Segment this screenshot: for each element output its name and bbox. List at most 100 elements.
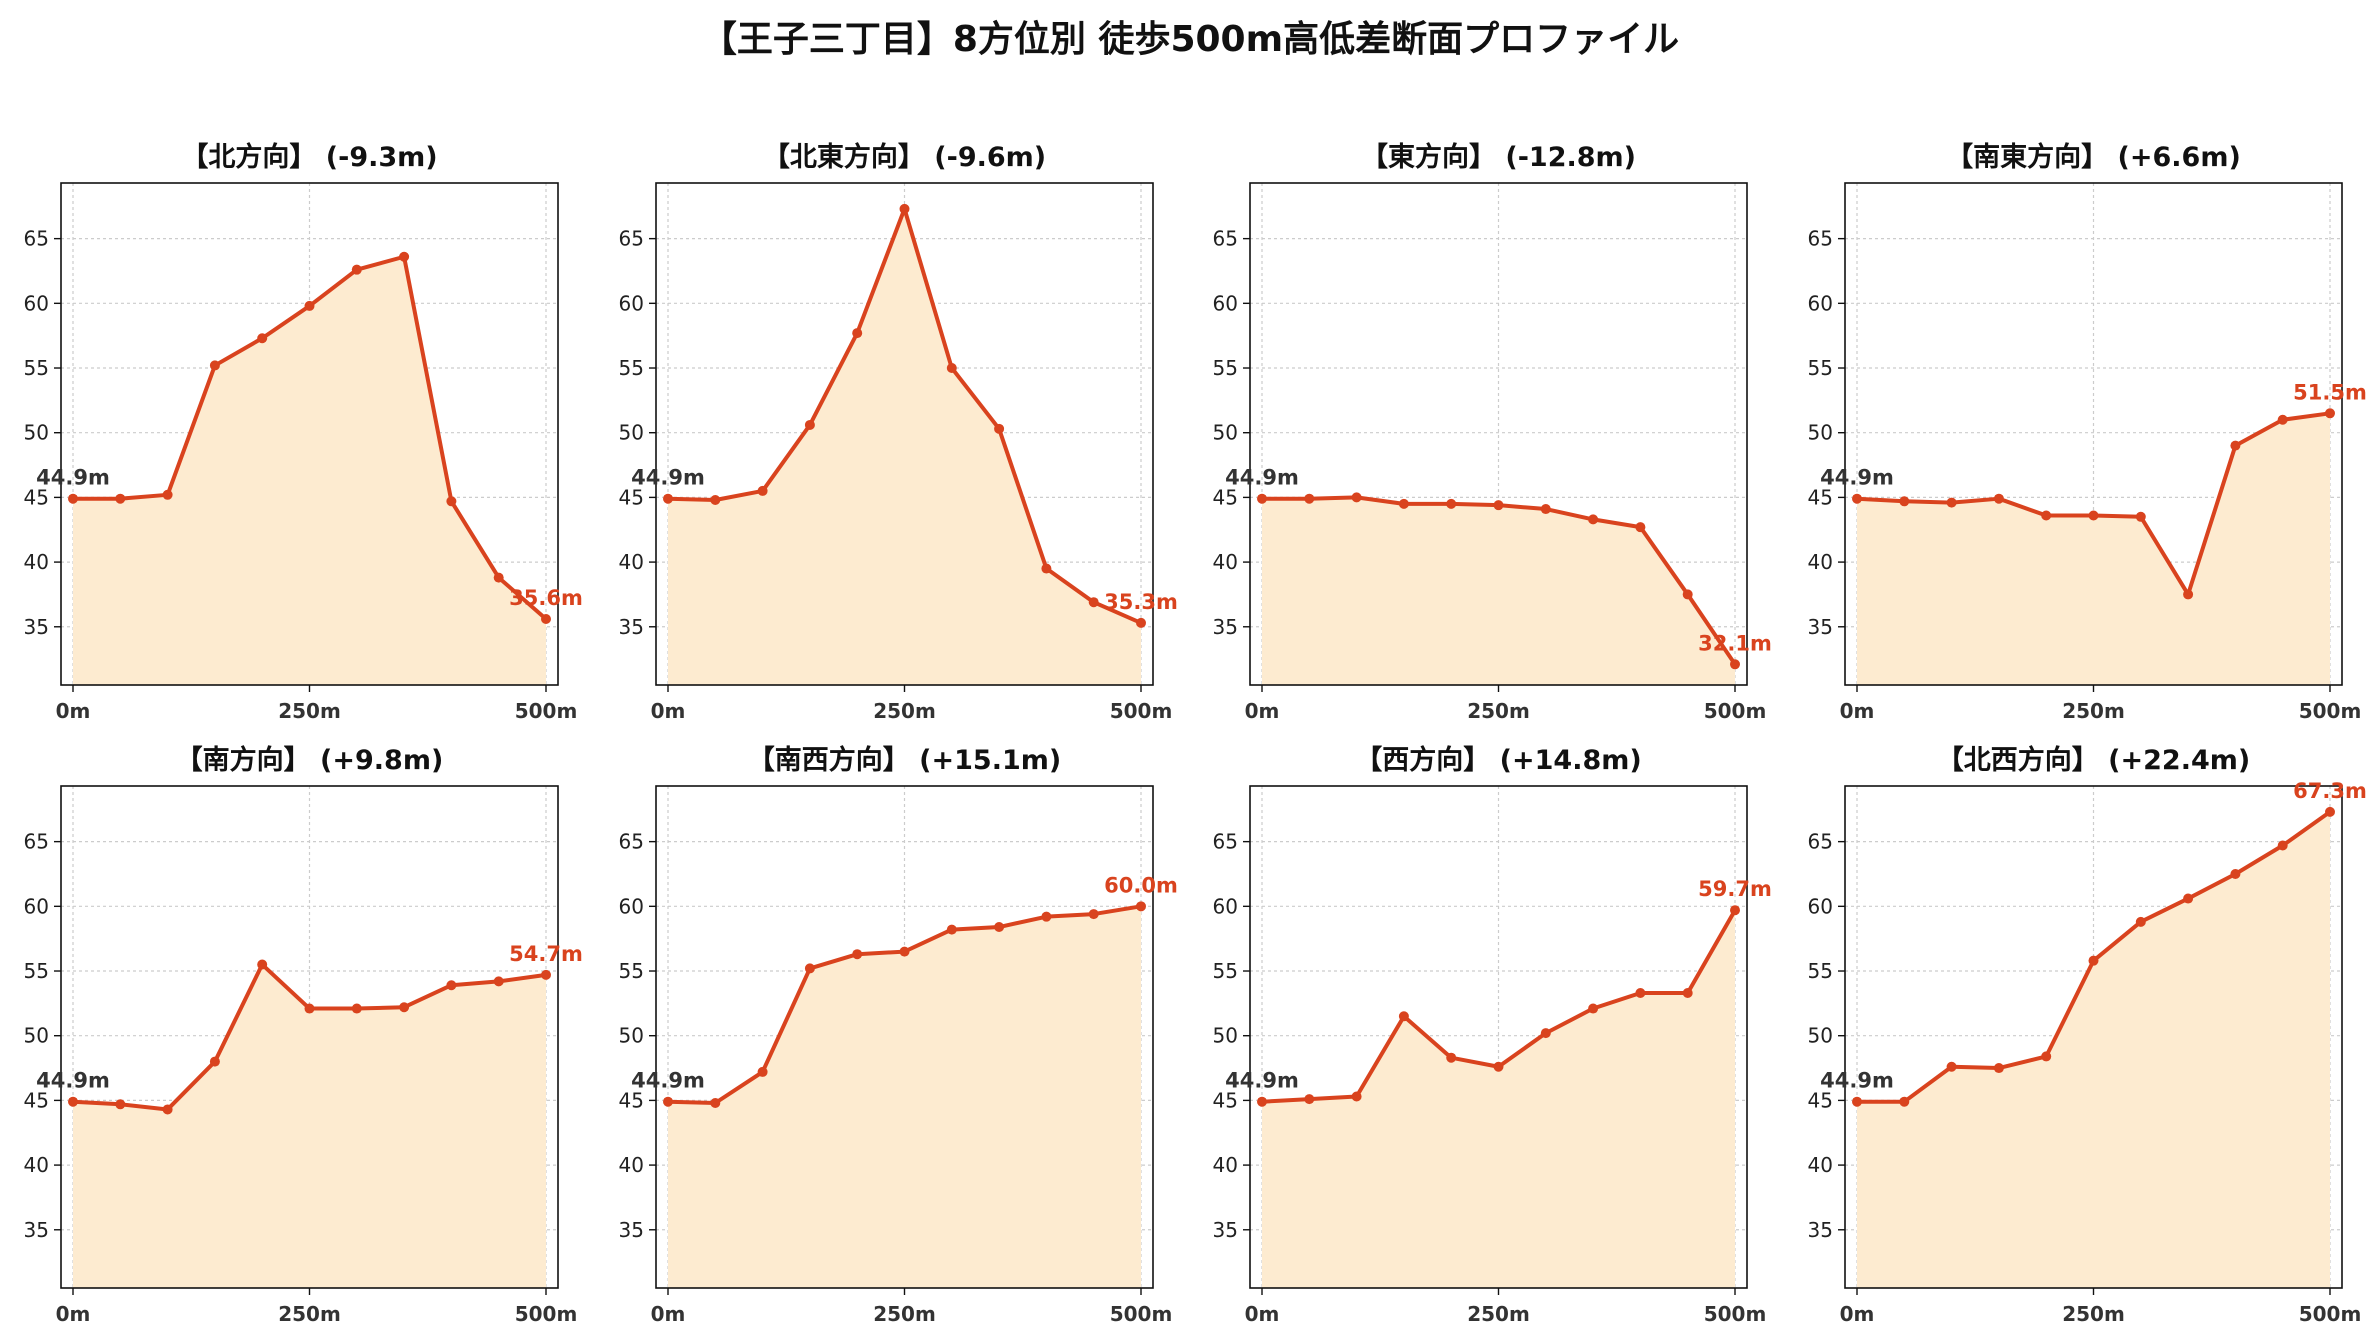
data-point — [1899, 496, 1910, 507]
x-tick-label: 0m — [56, 699, 91, 723]
chart-panel-7: 【北西方向】 (+22.4m) 35 40 45 50 55 60 65 0m 250m 500m 4… — [1808, 744, 2367, 1326]
data-point — [1588, 514, 1599, 525]
y-tick-label: 45 — [24, 1088, 49, 1112]
data-point — [399, 1002, 410, 1013]
y-tick-label: 60 — [619, 291, 644, 315]
y-tick-label: 45 — [24, 485, 49, 509]
x-tick-label: 0m — [1840, 1302, 1875, 1326]
data-point — [1257, 493, 1267, 504]
x-tick-label: 500m — [2299, 699, 2362, 723]
x-tick-label: 250m — [278, 699, 341, 723]
y-tick-label: 35 — [1808, 615, 1833, 639]
data-point — [1446, 1052, 1457, 1063]
end-value-label: 59.7m — [1698, 877, 1772, 901]
data-point — [257, 333, 268, 344]
start-value-label: 44.9m — [36, 466, 110, 490]
y-tick-label: 60 — [619, 894, 644, 918]
data-point — [1588, 1003, 1599, 1014]
y-tick-label: 60 — [1213, 291, 1238, 315]
end-value-label: 35.6m — [509, 586, 583, 610]
y-tick-label: 40 — [1213, 1153, 1238, 1177]
panel-title: 【東方向】 (-12.8m) — [1361, 141, 1636, 173]
elevation-area — [73, 964, 546, 1288]
y-tick-label: 40 — [1808, 1153, 1833, 1177]
data-point — [1398, 498, 1409, 509]
y-tick-label: 40 — [1213, 550, 1238, 574]
x-tick-label: 250m — [2062, 699, 2125, 723]
data-point — [399, 251, 410, 262]
data-point — [2135, 916, 2146, 927]
end-value-label: 60.0m — [1104, 873, 1178, 897]
data-point — [994, 922, 1005, 933]
y-tick-label: 40 — [619, 550, 644, 574]
y-tick-label: 45 — [1808, 1088, 1833, 1112]
data-point — [2183, 589, 2194, 600]
y-tick-label: 65 — [1808, 830, 1833, 854]
y-tick-label: 50 — [1213, 1024, 1238, 1048]
y-tick-label: 55 — [619, 356, 644, 380]
data-point — [1136, 617, 1146, 628]
data-point — [1730, 659, 1740, 670]
figure-title: 【王子三丁目】8方位別 徒歩500m高低差断面プロファイル — [700, 19, 1680, 60]
x-tick-label: 0m — [651, 699, 686, 723]
x-tick-label: 250m — [278, 1302, 341, 1326]
y-tick-label: 60 — [1213, 894, 1238, 918]
data-point — [1136, 901, 1146, 912]
data-point — [2230, 868, 2241, 879]
y-tick-label: 40 — [619, 1153, 644, 1177]
data-point — [946, 924, 957, 935]
panel-title: 【北西方向】 (+22.4m) — [1937, 744, 2250, 776]
y-tick-label: 50 — [1213, 421, 1238, 445]
data-point — [351, 264, 362, 275]
y-tick-label: 45 — [1213, 1088, 1238, 1112]
y-tick-label: 60 — [1808, 291, 1833, 315]
data-point — [1730, 905, 1740, 916]
data-point — [1946, 1061, 1957, 1072]
x-tick-label: 500m — [1704, 1302, 1767, 1326]
data-point — [304, 300, 315, 311]
data-point — [2325, 408, 2335, 419]
y-tick-label: 35 — [619, 615, 644, 639]
data-point — [162, 489, 173, 500]
data-point — [1351, 1091, 1362, 1102]
elevation-area — [1857, 811, 2330, 1288]
elevation-area — [1262, 497, 1735, 685]
panel-title: 【南東方向】 (+6.6m) — [1946, 141, 2241, 173]
y-tick-label: 50 — [1808, 421, 1833, 445]
y-tick-label: 35 — [1213, 615, 1238, 639]
x-tick-label: 0m — [1840, 699, 1875, 723]
y-tick-label: 40 — [24, 1153, 49, 1177]
y-tick-label: 35 — [1808, 1218, 1833, 1242]
data-point — [209, 1056, 220, 1067]
data-point — [1493, 1061, 1504, 1072]
elevation-area — [1857, 413, 2330, 685]
data-point — [446, 496, 457, 507]
end-value-label: 67.3m — [2293, 779, 2367, 803]
panel-title: 【西方向】 (+14.8m) — [1355, 744, 1641, 776]
data-point — [899, 946, 910, 957]
data-point — [2277, 840, 2288, 851]
x-tick-label: 500m — [1704, 699, 1767, 723]
start-value-label: 44.9m — [1225, 466, 1299, 490]
data-point — [2135, 511, 2146, 522]
data-point — [946, 363, 957, 374]
y-tick-label: 35 — [1213, 1218, 1238, 1242]
y-tick-label: 50 — [24, 1024, 49, 1048]
y-tick-label: 50 — [619, 1024, 644, 1048]
end-value-label: 54.7m — [509, 942, 583, 966]
data-point — [115, 1099, 126, 1110]
data-point — [804, 963, 815, 974]
data-point — [1946, 497, 1957, 508]
data-point — [2183, 893, 2194, 904]
y-tick-label: 65 — [24, 227, 49, 251]
data-point — [2041, 510, 2052, 521]
data-point — [663, 1096, 673, 1107]
x-tick-label: 500m — [2299, 1302, 2362, 1326]
y-tick-label: 35 — [619, 1218, 644, 1242]
data-point — [1993, 493, 2004, 504]
data-point — [351, 1003, 362, 1014]
chart-panel-5: 【南西方向】 (+15.1m) 35 40 45 50 55 60 65 0m 250m 500m 4… — [619, 744, 1178, 1326]
data-point — [710, 1097, 721, 1108]
panel-title: 【南方向】 (+9.8m) — [176, 744, 444, 776]
data-point — [2230, 440, 2241, 451]
